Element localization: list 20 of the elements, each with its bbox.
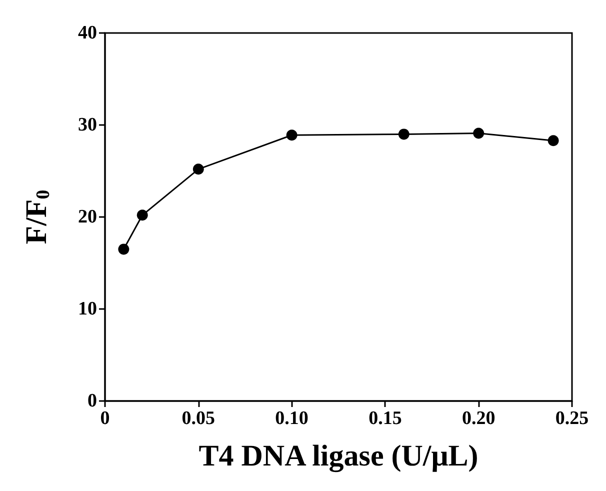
- x-tick-label: 0: [100, 408, 110, 429]
- y-tick-label: 20: [78, 206, 97, 228]
- x-tick-label: 0.05: [182, 408, 216, 429]
- point: [548, 135, 559, 146]
- x-tick-label: 0.20: [462, 408, 496, 429]
- y-tick-label: 40: [78, 22, 97, 44]
- x-tick-label: 0.25: [555, 408, 589, 429]
- x-axis-title: T4 DNA ligase (U/μL): [198, 440, 478, 472]
- point: [286, 130, 298, 141]
- point: [192, 164, 204, 175]
- y-tick-label: 0: [88, 390, 97, 412]
- point: [398, 128, 410, 140]
- y-tick-label: 30: [78, 114, 97, 136]
- y-tick-label: 10: [78, 298, 97, 320]
- x-tick-label: 0.10: [275, 408, 308, 429]
- y-axis-title: F/F0: [20, 190, 54, 244]
- point: [136, 210, 148, 221]
- point: [118, 244, 130, 255]
- x-tick-label: 0.15: [368, 408, 402, 429]
- point: [473, 128, 484, 139]
